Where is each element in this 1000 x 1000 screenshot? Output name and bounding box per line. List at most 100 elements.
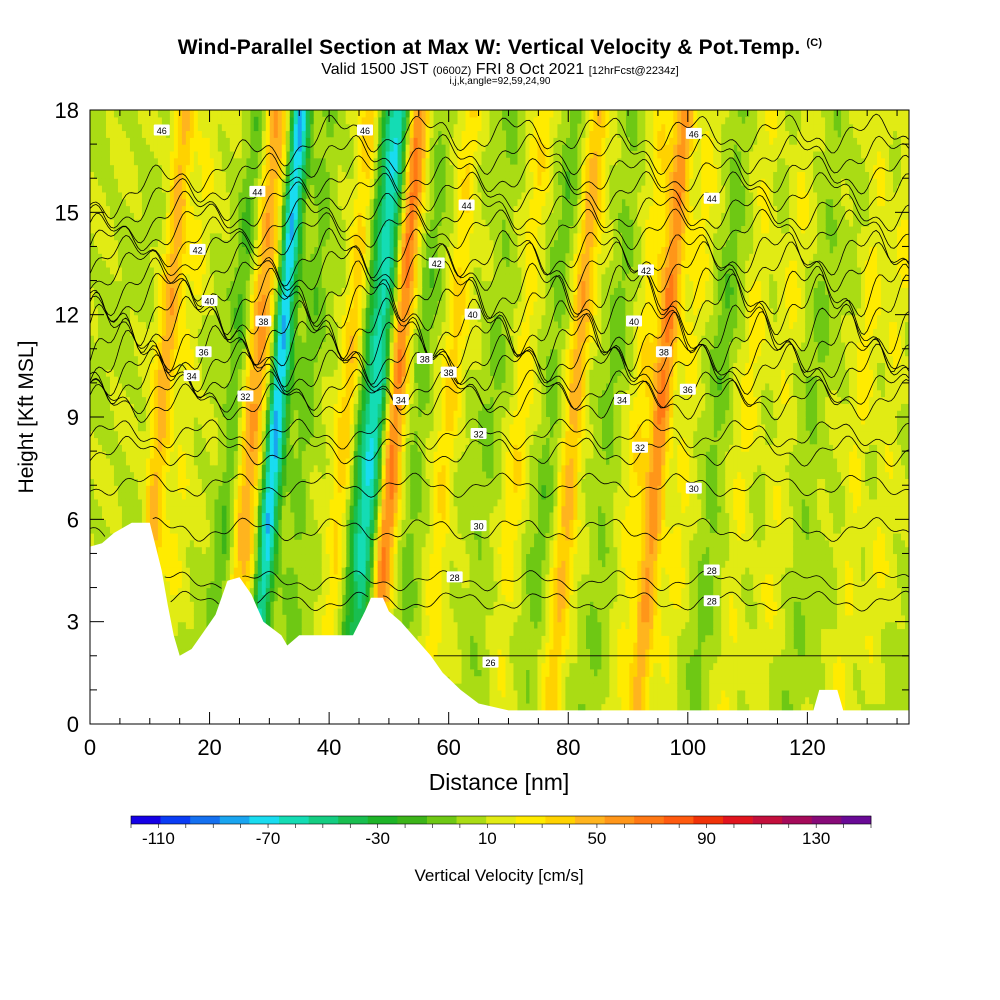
contour-label: 28 bbox=[446, 571, 463, 583]
contour-label-text: 32 bbox=[240, 392, 250, 402]
contour-label-bg bbox=[655, 346, 672, 358]
colorbar-swatch bbox=[219, 816, 250, 824]
x-tick-label: 80 bbox=[556, 735, 580, 760]
y-tick-label: 6 bbox=[67, 507, 79, 532]
contour-label-bg bbox=[626, 315, 643, 327]
contour-label-bg bbox=[482, 656, 499, 668]
colorbar-swatch bbox=[367, 816, 398, 824]
x-tick-label: 40 bbox=[317, 735, 341, 760]
theta-contour bbox=[90, 192, 909, 274]
colorbar-tick-label: 10 bbox=[478, 829, 497, 848]
theta-contour bbox=[90, 113, 909, 220]
colorbar-swatch bbox=[338, 816, 369, 824]
colorbar-swatch bbox=[308, 816, 339, 824]
contour-label-text: 36 bbox=[683, 385, 693, 395]
contour-label-bg bbox=[703, 564, 720, 576]
contour-label: 42 bbox=[637, 264, 654, 276]
theta-contour bbox=[90, 273, 909, 353]
theta-contour bbox=[164, 570, 909, 592]
contour-label: 46 bbox=[356, 124, 373, 136]
contour-label-text: 44 bbox=[707, 194, 717, 204]
potential-temperature-contours bbox=[90, 113, 909, 657]
contour-label-bg bbox=[153, 124, 170, 136]
contour-label-text: 26 bbox=[486, 658, 496, 668]
contour-label-text: 46 bbox=[360, 126, 370, 136]
chart-title: Wind-Parallel Section at Max W: Vertical… bbox=[0, 36, 1000, 60]
colorbar-tick-label: -70 bbox=[256, 829, 281, 848]
contour-label-bg bbox=[703, 192, 720, 204]
x-tick-label: 20 bbox=[197, 735, 221, 760]
contour-label: 26 bbox=[482, 656, 499, 668]
colorbar-swatch bbox=[249, 816, 280, 824]
colorbar-tick-label: 90 bbox=[697, 829, 716, 848]
contour-label: 32 bbox=[470, 428, 487, 440]
contour-label: 32 bbox=[237, 390, 254, 402]
contour-label: 42 bbox=[428, 257, 445, 269]
contour-label-bg bbox=[464, 308, 481, 320]
colorbar-swatch bbox=[575, 816, 605, 824]
colorbar-label: Vertical Velocity [cm/s] bbox=[414, 866, 583, 885]
contour-label-text: 44 bbox=[252, 187, 262, 197]
contour-label: 34 bbox=[614, 393, 631, 405]
contour-label-bg bbox=[470, 520, 487, 532]
contour-label-bg bbox=[631, 441, 648, 453]
theta-contour bbox=[90, 170, 909, 251]
valid-time-line: Valid 1500 JST (0600Z) FRI 8 Oct 2021 [1… bbox=[0, 61, 1000, 79]
contour-label: 40 bbox=[464, 308, 481, 320]
x-tick-label: 100 bbox=[669, 735, 706, 760]
contour-label: 38 bbox=[440, 366, 457, 378]
colorbar-swatch bbox=[515, 816, 546, 824]
contour-label-bg bbox=[237, 390, 254, 402]
contour-label-bg bbox=[356, 124, 373, 136]
contour-label-bg bbox=[440, 366, 457, 378]
contour-label-bg bbox=[637, 264, 654, 276]
theta-contour bbox=[90, 517, 909, 542]
contour-label-bg bbox=[428, 257, 445, 269]
chart-title-text: Wind-Parallel Section at Max W: Vertical… bbox=[177, 36, 801, 59]
contour-label-bg bbox=[446, 571, 463, 583]
colorbar-tick-label: 50 bbox=[587, 829, 606, 848]
colorbar-swatch bbox=[427, 816, 457, 824]
contour-label-text: 32 bbox=[474, 430, 484, 440]
y-tick-label: 3 bbox=[67, 610, 79, 635]
theta-contour bbox=[90, 241, 909, 323]
colorbar-frame bbox=[130, 815, 872, 825]
y-axis-label: Height [Kft MSL] bbox=[15, 341, 38, 494]
contour-label-bg bbox=[392, 393, 409, 405]
colorbar-swatch bbox=[841, 816, 872, 824]
contour-label: 30 bbox=[470, 520, 487, 532]
contour-label: 46 bbox=[685, 127, 702, 139]
valid-prefix: Valid 1500 JST bbox=[321, 61, 429, 78]
contour-label-bg bbox=[189, 243, 206, 255]
contour-label: 42 bbox=[189, 243, 206, 255]
contour-label: 38 bbox=[416, 353, 433, 365]
y-tick-label: 9 bbox=[67, 405, 79, 430]
contour-labels: 46 46 46 44 44 44 42 42 42 40 40 40 38 38 38 38 36 36 34 34… bbox=[153, 124, 720, 668]
valid-utc: (0600Z) bbox=[432, 65, 472, 77]
theta-contour bbox=[90, 435, 909, 467]
contour-label-bg bbox=[685, 482, 702, 494]
contour-label: 34 bbox=[183, 370, 200, 382]
contour-label: 44 bbox=[249, 185, 266, 197]
x-tick-label: 0 bbox=[84, 735, 96, 760]
theta-contour bbox=[90, 472, 909, 498]
colorbar-swatch bbox=[693, 816, 724, 824]
colorbar-swatch bbox=[634, 816, 665, 824]
theta-contour bbox=[90, 154, 909, 244]
contour-label: 36 bbox=[195, 346, 212, 358]
theta-contour bbox=[90, 343, 909, 405]
theta-contour bbox=[90, 379, 909, 423]
contour-label-text: 30 bbox=[689, 484, 699, 494]
contour-label-text: 42 bbox=[193, 245, 203, 255]
contour-label-text: 38 bbox=[659, 348, 669, 358]
contour-label: 40 bbox=[626, 315, 643, 327]
colorbar: -110 -70 -30 10 50 90 130 bbox=[130, 815, 872, 848]
contour-label-bg bbox=[458, 199, 475, 211]
y-tick-label: 0 bbox=[67, 712, 79, 737]
contour-label-text: 46 bbox=[157, 126, 167, 136]
colorbar-swatch bbox=[604, 816, 635, 824]
contour-label-text: 32 bbox=[635, 443, 645, 453]
theta-contour bbox=[90, 297, 909, 374]
